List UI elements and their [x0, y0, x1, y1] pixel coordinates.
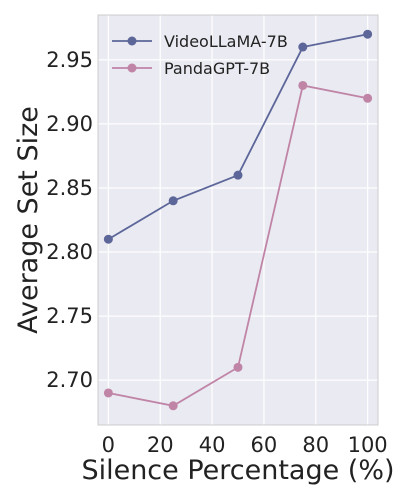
plot-background: [98, 15, 378, 425]
x-tick-label: 0: [102, 433, 115, 457]
legend-item: PandaGPT-7B: [112, 59, 270, 78]
x-tick-label: 100: [348, 433, 388, 457]
x-tick-label: 80: [302, 433, 329, 457]
y-tick-label: 2.90: [46, 112, 93, 136]
data-point: [233, 170, 243, 180]
x-tick-label: 40: [199, 433, 226, 457]
data-point: [103, 234, 113, 244]
legend-label: PandaGPT-7B: [164, 59, 270, 78]
y-tick-label: 2.95: [46, 48, 93, 72]
y-tick-label: 2.85: [46, 176, 93, 200]
plot-frame: [97, 14, 379, 426]
data-point: [363, 29, 373, 39]
data-point: [103, 388, 113, 398]
y-axis-label: Average Set Size: [13, 106, 44, 334]
x-tick-label: 20: [147, 433, 174, 457]
x-tick-labels: 0 20 40 60 80 100: [102, 433, 388, 457]
legend: VideoLLaMA-7B PandaGPT-7B: [112, 32, 288, 78]
data-point: [168, 401, 178, 411]
series-0: [103, 29, 373, 244]
x-tick-label: 60: [251, 433, 278, 457]
series-1: [103, 80, 373, 411]
legend-swatch-marker: [127, 63, 137, 73]
y-tick-label: 2.80: [46, 240, 93, 264]
y-tick-labels: 2.70 2.75 2.80 2.85 2.90 2.95: [46, 48, 93, 392]
series-layer: [103, 29, 373, 411]
grid-lines: [98, 15, 378, 425]
y-tick-label: 2.75: [46, 304, 93, 328]
data-point: [298, 42, 308, 52]
data-point: [363, 93, 373, 103]
data-point: [298, 80, 308, 90]
legend-item: VideoLLaMA-7B: [112, 32, 288, 51]
data-point: [233, 362, 243, 372]
y-tick-label: 2.70: [46, 368, 93, 392]
legend-label: VideoLLaMA-7B: [164, 32, 288, 51]
data-point: [168, 196, 178, 206]
x-axis-label: Silence Percentage (%): [81, 455, 394, 486]
legend-swatch-marker: [127, 36, 137, 46]
